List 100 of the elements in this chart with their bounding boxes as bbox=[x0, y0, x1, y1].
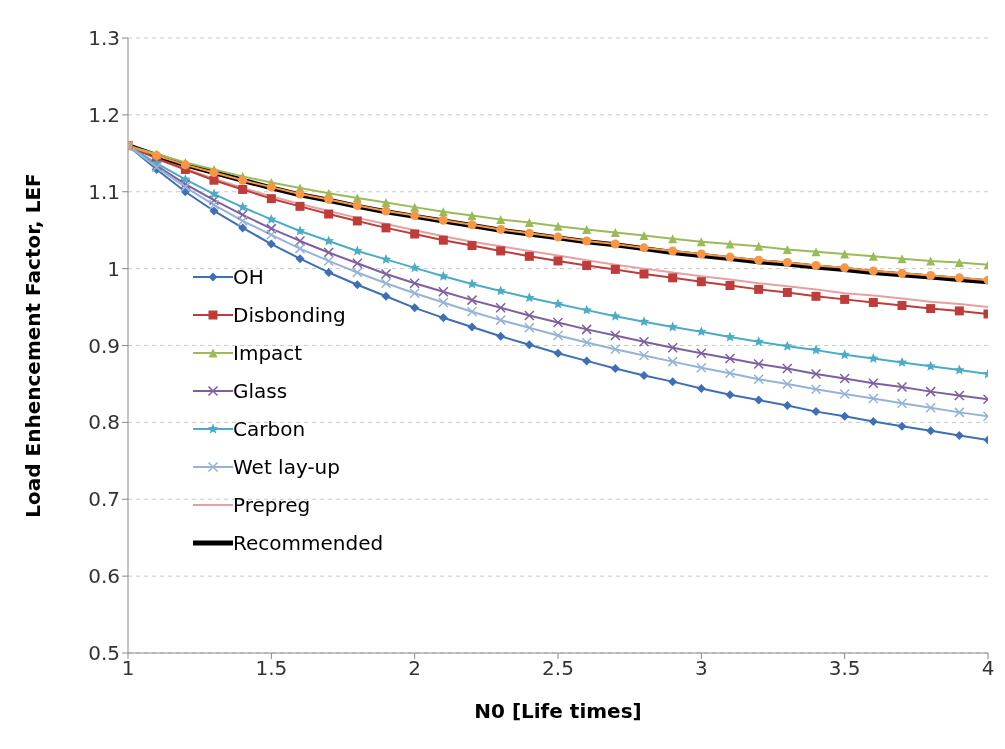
point bbox=[668, 234, 678, 244]
x-tick-label: 3.5 bbox=[828, 656, 861, 681]
point bbox=[238, 175, 248, 185]
point bbox=[868, 353, 879, 364]
point bbox=[753, 336, 764, 347]
point bbox=[266, 194, 276, 204]
point bbox=[524, 340, 534, 350]
point bbox=[696, 384, 706, 394]
point bbox=[897, 268, 907, 278]
point bbox=[639, 370, 649, 380]
point bbox=[438, 313, 448, 323]
point bbox=[295, 189, 305, 199]
point bbox=[897, 301, 907, 311]
y-tick-label: 0.5 bbox=[88, 641, 120, 666]
point bbox=[238, 223, 248, 233]
point bbox=[840, 263, 850, 273]
x-axis-title: N0 [Life times] bbox=[474, 699, 642, 723]
point bbox=[868, 417, 878, 427]
point bbox=[553, 256, 563, 266]
point bbox=[324, 267, 334, 277]
point bbox=[839, 349, 850, 360]
point bbox=[209, 206, 219, 216]
point bbox=[810, 344, 822, 355]
x-tick-label: 4 bbox=[981, 656, 995, 681]
point bbox=[581, 324, 592, 335]
point bbox=[180, 173, 191, 184]
point bbox=[495, 314, 506, 326]
y-tick-label: 1.2 bbox=[88, 102, 120, 127]
point bbox=[782, 400, 792, 410]
point bbox=[352, 280, 362, 290]
point bbox=[667, 342, 678, 354]
point bbox=[266, 229, 277, 241]
point bbox=[639, 231, 649, 241]
point bbox=[381, 206, 391, 216]
point bbox=[782, 244, 792, 254]
point bbox=[238, 184, 248, 194]
point bbox=[410, 202, 420, 212]
point bbox=[438, 297, 449, 308]
point bbox=[754, 255, 764, 265]
point bbox=[553, 232, 563, 242]
point bbox=[581, 337, 592, 348]
point bbox=[209, 175, 219, 185]
point bbox=[754, 284, 764, 294]
point bbox=[352, 257, 363, 269]
legend-label: Carbon bbox=[233, 417, 306, 441]
point bbox=[954, 364, 965, 375]
point bbox=[380, 277, 392, 289]
point bbox=[323, 235, 334, 246]
point bbox=[438, 235, 448, 245]
legend-label: Recommended bbox=[233, 531, 384, 555]
point bbox=[266, 213, 277, 224]
point bbox=[868, 251, 878, 261]
point bbox=[782, 363, 793, 374]
point bbox=[524, 251, 534, 261]
point bbox=[237, 201, 248, 212]
point bbox=[811, 261, 821, 271]
point bbox=[524, 322, 535, 334]
legend-label: OH bbox=[233, 265, 264, 289]
y-tick-label: 1 bbox=[107, 256, 120, 281]
point bbox=[696, 249, 706, 259]
point bbox=[926, 271, 936, 281]
point bbox=[553, 221, 563, 231]
point bbox=[381, 223, 391, 233]
point bbox=[954, 407, 965, 418]
point bbox=[496, 224, 506, 234]
point bbox=[840, 411, 850, 421]
point bbox=[754, 241, 764, 251]
point bbox=[810, 368, 822, 380]
point bbox=[696, 347, 707, 359]
point bbox=[610, 239, 620, 249]
point bbox=[725, 252, 735, 262]
point bbox=[868, 297, 878, 307]
point bbox=[352, 267, 363, 278]
point bbox=[724, 367, 736, 379]
point bbox=[954, 306, 964, 316]
point bbox=[782, 340, 793, 351]
point bbox=[208, 194, 220, 206]
point bbox=[782, 378, 793, 390]
y-tick-label: 1.3 bbox=[88, 26, 120, 51]
point bbox=[294, 243, 306, 254]
legend-label: Prepreg bbox=[233, 493, 311, 517]
legend-label: Glass bbox=[233, 379, 288, 403]
point bbox=[553, 348, 563, 358]
point bbox=[467, 322, 477, 332]
point bbox=[610, 364, 620, 374]
point bbox=[266, 239, 276, 249]
point bbox=[925, 360, 936, 371]
point bbox=[295, 201, 305, 211]
point bbox=[410, 211, 420, 221]
point bbox=[897, 421, 907, 431]
point bbox=[438, 286, 449, 297]
point bbox=[610, 227, 620, 237]
point bbox=[668, 273, 678, 283]
point bbox=[896, 381, 908, 393]
point bbox=[410, 303, 420, 313]
point bbox=[324, 209, 334, 219]
point bbox=[638, 350, 650, 361]
point bbox=[467, 211, 477, 221]
point bbox=[725, 239, 735, 249]
y-axis-title: Load Enhencement Factor, LEF bbox=[21, 173, 46, 518]
